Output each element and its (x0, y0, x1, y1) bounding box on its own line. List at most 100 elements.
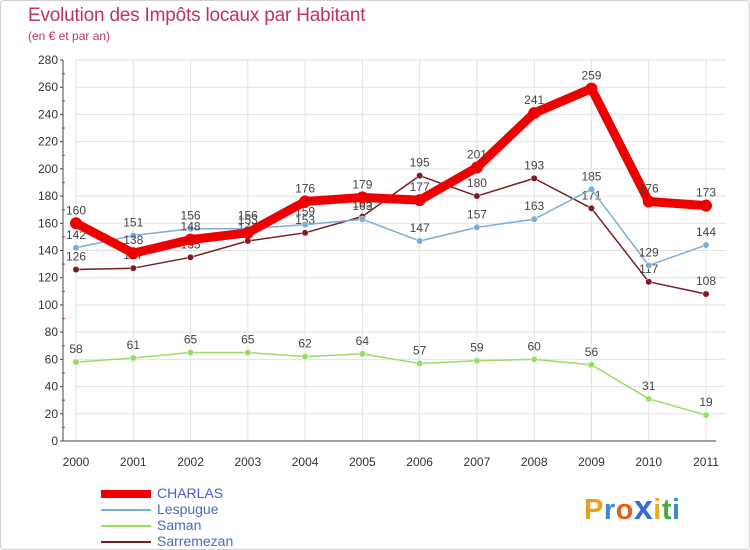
data-label-lespugue: 144 (696, 225, 716, 239)
data-point-sarremezan (301, 229, 309, 237)
data-point-charlas (127, 247, 140, 260)
y-tick-label: 160 (38, 216, 58, 230)
data-point-saman (244, 349, 252, 357)
data-point-sarremezan (129, 264, 137, 272)
data-point-charlas (356, 191, 369, 204)
data-label-lespugue: 142 (66, 228, 86, 242)
data-point-sarremezan (416, 172, 424, 180)
y-tick-label: 0 (51, 434, 58, 448)
x-tick-label: 2007 (464, 455, 491, 469)
y-tick-label: 40 (45, 380, 59, 394)
y-tick-labels: 0 20 40 60 80 100 120 140 160 180 200 220 240 260 280 (38, 53, 63, 448)
data-point-sarremezan (473, 192, 481, 200)
data-label-lespugue: 163 (352, 199, 372, 213)
data-label-lespugue: 151 (123, 216, 143, 230)
legend-swatch-sarremezan (101, 541, 151, 544)
logo-letter: o (615, 494, 634, 526)
data-point-sarremezan (72, 266, 80, 273)
data-label-charlas: 138 (123, 233, 143, 247)
legend-swatch-saman (101, 525, 151, 528)
data-point-lespugue (301, 221, 309, 229)
data-point-lespugue (645, 262, 653, 269)
data-point-charlas (528, 107, 541, 120)
data-point-sarremezan (187, 253, 194, 261)
data-label-sarremezan: 180 (467, 176, 487, 190)
data-label-charlas: 176 (295, 182, 315, 196)
data-label-charlas: 173 (696, 186, 716, 200)
data-label-saman: 59 (470, 341, 484, 355)
data-label-charlas: 179 (352, 177, 372, 191)
data-point-saman (588, 361, 595, 369)
data-label-charlas: 176 (639, 182, 659, 196)
data-point-lespugue (129, 232, 137, 239)
data-label-saman: 56 (585, 345, 599, 359)
y-tick-label: 20 (45, 407, 59, 421)
data-label-charlas: 153 (238, 213, 258, 227)
x-tick-label: 2006 (406, 455, 433, 469)
data-point-sarremezan (645, 278, 653, 286)
data-point-saman (129, 354, 137, 362)
data-point-saman (301, 353, 309, 361)
legend-swatch-charlas (101, 490, 151, 499)
x-tick-label: 2008 (521, 455, 548, 469)
logo-letter: t (661, 494, 673, 526)
legend-label-charlas: CHARLAS (157, 485, 224, 501)
data-point-saman (530, 355, 538, 363)
series-line-saman (75, 351, 707, 416)
data-label-lespugue: 129 (639, 245, 659, 259)
data-point-charlas (299, 195, 312, 208)
series-line-charlas (71, 84, 711, 258)
data-point-lespugue (72, 244, 80, 252)
y-tick-label: 220 (38, 135, 58, 149)
legend-item-charlas: CHARLAS (101, 486, 223, 500)
data-point-saman (416, 359, 424, 367)
legend-label-sarremezan: Sarremezan (157, 533, 234, 549)
data-label-saman: 64 (356, 334, 370, 348)
series-saman: 58 61 65 65 62 64 57 59 60 56 31 19 (69, 333, 713, 419)
data-point-charlas (585, 82, 598, 95)
data-point-sarremezan (588, 204, 595, 212)
data-point-lespugue (588, 185, 595, 193)
y-tick-label: 200 (38, 162, 58, 176)
chart-subtitle: (en € et par an) (28, 29, 111, 43)
data-label-saman: 57 (413, 343, 427, 357)
data-label-charlas: 160 (66, 203, 86, 217)
data-label-lespugue: 163 (524, 199, 544, 213)
legend-item-saman: Saman (101, 518, 201, 532)
data-label-charlas: 259 (581, 69, 601, 83)
data-label-saman: 61 (127, 338, 141, 352)
y-tick-label: 120 (38, 271, 58, 285)
x-tick-label: 2011 (693, 455, 719, 469)
logo-letter: r (603, 494, 616, 526)
data-label-charlas: 241 (524, 93, 544, 107)
legend-label-saman: Saman (157, 517, 202, 533)
series-line-sarremezan (75, 174, 707, 295)
data-point-lespugue (702, 241, 710, 249)
legend-item-lespugue: Lespugue (101, 502, 219, 516)
data-label-saman: 58 (69, 342, 83, 356)
x-tick-label: 2002 (177, 455, 204, 469)
data-label-saman: 31 (642, 379, 656, 393)
legend-swatch-lespugue (101, 509, 151, 512)
data-point-lespugue (530, 215, 538, 223)
data-label-saman: 65 (184, 333, 198, 347)
data-point-saman (72, 358, 80, 366)
series-line-lespugue (75, 188, 707, 267)
data-label-lespugue: 185 (581, 169, 601, 183)
data-label-sarremezan: 153 (295, 213, 315, 227)
data-label-charlas: 201 (467, 147, 487, 161)
data-label-sarremezan: 108 (696, 274, 716, 288)
y-tick-label: 260 (38, 80, 58, 94)
logo-letter: P (584, 494, 604, 526)
data-point-lespugue (187, 225, 194, 233)
data-point-saman (358, 350, 366, 358)
data-label-lespugue: 157 (467, 207, 487, 221)
x-tick-label: 2001 (120, 455, 147, 469)
data-label-sarremezan: 126 (66, 250, 86, 264)
legend-item-sarremezan: Sarremezan (101, 534, 233, 548)
data-point-charlas (413, 194, 426, 207)
data-label-saman: 65 (241, 333, 255, 347)
